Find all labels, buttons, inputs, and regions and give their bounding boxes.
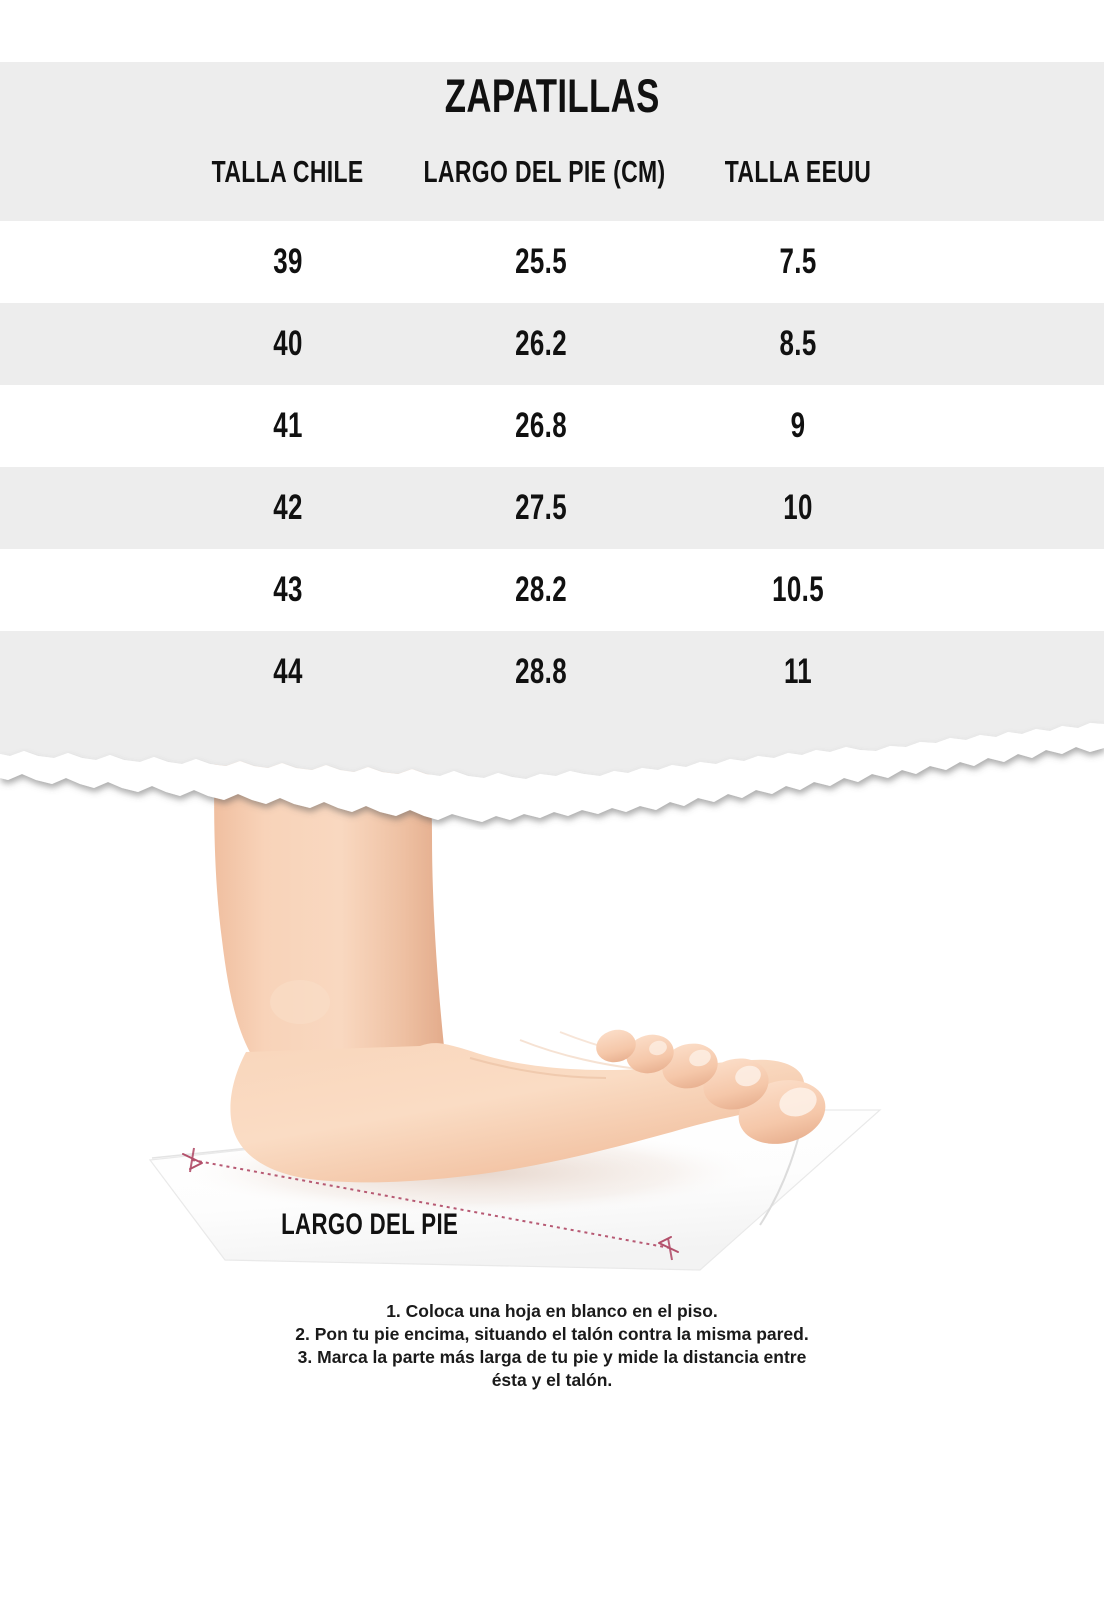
instruction-line-3: 3. Marca la parte más larga de tu pie y … [297,1347,807,1367]
cell-talla-chile: 42 [273,488,303,527]
cell-largo-cm: 26.8 [515,406,567,445]
table-column-headers: TALLA CHILE LARGO DEL PIE (CM) TALLA EEU… [0,154,1104,198]
column-header-talla-eeuu: TALLA EEUU [724,154,872,189]
table-row: 44 28.8 11 [0,631,1104,713]
lower-leg [214,740,445,1056]
size-table-body: 39 25.5 7.5 40 26.2 8.5 41 26.8 9 42 27.… [0,221,1104,713]
instruction-line-2: 2. Pon tu pie encima, situando el talón … [295,1324,809,1344]
cell-talla-eeuu: 10.5 [772,570,824,609]
cell-talla-eeuu: 9 [790,406,806,445]
cell-talla-chile: 40 [273,324,303,363]
cell-talla-eeuu: 7.5 [779,242,817,281]
instruction-line-1: 1. Coloca una hoja en blanco en el piso. [386,1301,718,1321]
cell-talla-eeuu: 11 [783,652,813,691]
cell-largo-cm: 28.8 [515,652,567,691]
measurement-line [182,1147,679,1261]
cell-talla-chile: 39 [273,242,303,281]
cell-largo-cm: 28.2 [515,570,567,609]
table-row: 41 26.8 9 [0,385,1104,467]
table-row: 39 25.5 7.5 [0,221,1104,303]
table-row: 42 27.5 10 [0,467,1104,549]
table-row: 43 28.2 10.5 [0,549,1104,631]
page-title: ZAPATILLAS [0,70,1104,122]
cell-largo-cm: 27.5 [515,488,567,527]
cell-talla-chile: 41 [273,406,303,445]
cell-largo-cm: 25.5 [515,242,567,281]
instruction-line-4: ésta y el talón. [491,1370,613,1390]
cell-talla-chile: 43 [273,570,303,609]
foot-measurement-photo [0,740,1104,1300]
foot-body [230,1043,805,1183]
cell-largo-cm: 26.2 [515,324,567,363]
measure-label: LARGO DEL PIE [281,1208,459,1241]
instructions-block: 1. Coloca una hoja en blanco en el piso.… [0,1300,1104,1392]
header-band: ZAPATILLAS TALLA CHILE LARGO DEL PIE (CM… [0,62,1104,221]
table-row: 40 26.2 8.5 [0,303,1104,385]
toes [596,1029,826,1144]
cell-talla-eeuu: 10 [783,488,813,527]
page-title-text: ZAPATILLAS [444,69,660,122]
column-header-talla-chile: TALLA CHILE [212,154,364,189]
column-header-largo-del-pie: LARGO DEL PIE (CM) [423,154,666,189]
cell-talla-eeuu: 8.5 [779,324,817,363]
cell-talla-chile: 44 [273,652,303,691]
